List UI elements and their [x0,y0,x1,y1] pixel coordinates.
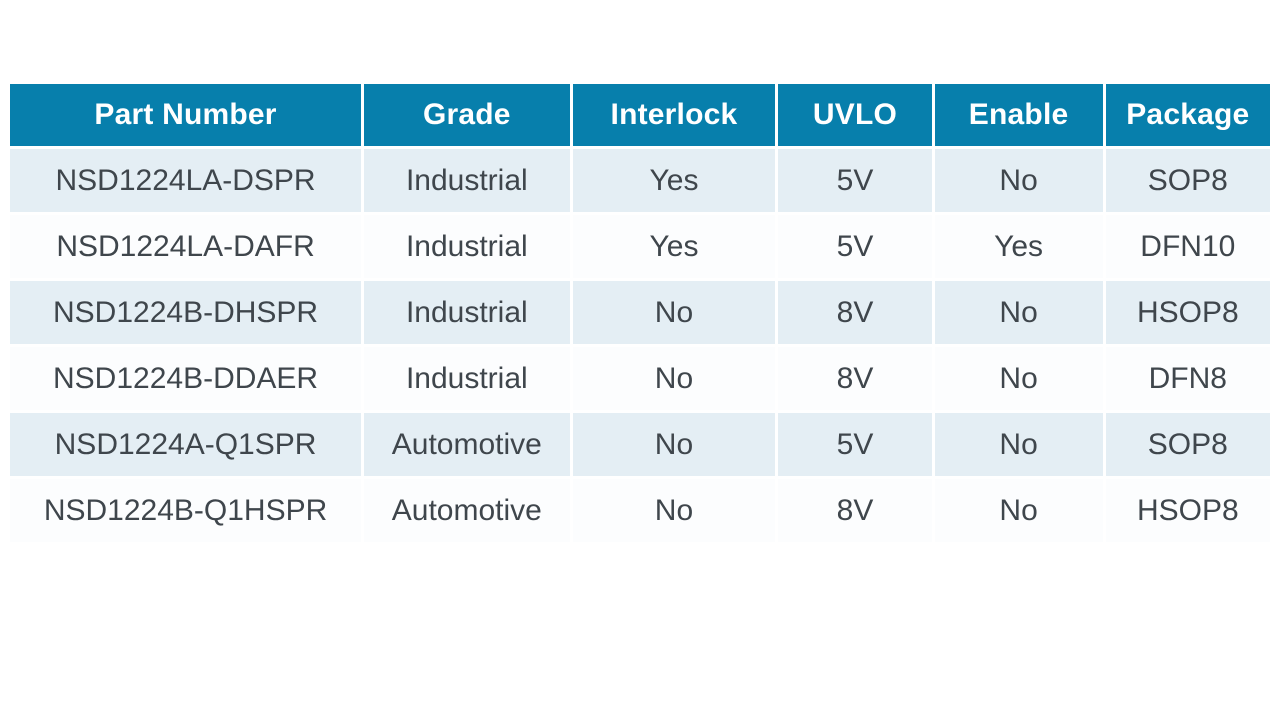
table-cell: 8V [778,347,932,410]
table-cell: NSD1224A-Q1SPR [10,413,362,476]
table-cell: No [572,479,776,542]
table-cell: No [934,413,1103,476]
table-cell: Industrial [364,215,570,278]
part-selection-table: Part Number Grade Interlock UVLO Enable Packa… [7,81,1273,545]
table-cell: DFN8 [1105,347,1270,410]
table-cell: NSD1224B-DHSPR [10,281,362,344]
table-cell: NSD1224B-DDAER [10,347,362,410]
table-cell: Yes [572,149,776,212]
table-body: NSD1224LA-DSPR Industrial Yes 5V No SOP8 NSD12… [10,149,1270,542]
table-cell: SOP8 [1105,413,1270,476]
table-cell: No [934,347,1103,410]
table-row: NSD1224A-Q1SPR Automotive No 5V No SOP8 [10,413,1270,476]
table-row: NSD1224LA-DSPR Industrial Yes 5V No SOP8 [10,149,1270,212]
table-cell: Industrial [364,149,570,212]
table-cell: 5V [778,413,932,476]
header-cell: Enable [934,84,1103,146]
table-row: NSD1224B-DDAER Industrial No 8V No DFN8 [10,347,1270,410]
table-header: Part Number Grade Interlock UVLO Enable Packa… [10,84,1270,146]
header-cell: Interlock [572,84,776,146]
header-cell: UVLO [778,84,932,146]
table-row: NSD1224B-Q1HSPR Automotive No 8V No HSOP8 [10,479,1270,542]
table-cell: 5V [778,215,932,278]
table-cell: Automotive [364,413,570,476]
table-cell: 8V [778,281,932,344]
table-cell: NSD1224LA-DAFR [10,215,362,278]
header-cell: Package [1105,84,1270,146]
table-cell: Industrial [364,281,570,344]
table-cell: No [934,281,1103,344]
header-cell: Part Number [10,84,362,146]
header-cell: Grade [364,84,570,146]
table-cell: 8V [778,479,932,542]
table-cell: No [572,347,776,410]
table-cell: Yes [934,215,1103,278]
table-cell: DFN10 [1105,215,1270,278]
table-cell: Automotive [364,479,570,542]
table-cell: 5V [778,149,932,212]
table-cell: No [572,413,776,476]
table-cell: No [572,281,776,344]
table-cell: NSD1224LA-DSPR [10,149,362,212]
table-cell: Industrial [364,347,570,410]
table-cell: HSOP8 [1105,479,1270,542]
table-row: NSD1224B-DHSPR Industrial No 8V No HSOP8 [10,281,1270,344]
table-cell: Yes [572,215,776,278]
table-row: NSD1224LA-DAFR Industrial Yes 5V Yes DFN10 [10,215,1270,278]
table-cell: SOP8 [1105,149,1270,212]
table-cell: NSD1224B-Q1HSPR [10,479,362,542]
table-cell: No [934,149,1103,212]
table-cell: No [934,479,1103,542]
table-cell: HSOP8 [1105,281,1270,344]
header-row: Part Number Grade Interlock UVLO Enable Packa… [10,84,1270,146]
